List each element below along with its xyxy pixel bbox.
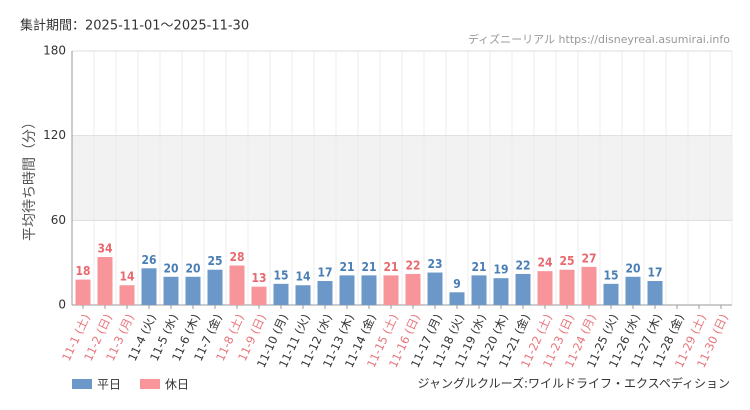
value-label: 25	[559, 254, 574, 268]
bar	[317, 281, 333, 305]
value-label: 20	[625, 261, 640, 275]
value-label: 14	[295, 270, 311, 284]
bar	[273, 283, 289, 305]
source: ディズニーリアル https://disneyreal.asumirai.inf…	[468, 32, 730, 46]
bar	[229, 265, 245, 305]
y-tick-label: 60	[51, 213, 66, 227]
legend-label: 休日	[165, 378, 189, 392]
bar	[361, 275, 377, 305]
footnote: ジャングルクルーズ:ワイルドライフ・エクスペディション	[418, 376, 730, 391]
bar	[295, 285, 311, 305]
bar	[119, 285, 135, 305]
value-label: 22	[515, 258, 530, 272]
bar	[581, 266, 597, 305]
value-label: 17	[647, 266, 662, 280]
y-axis-label: 平均待ち時間（分）	[22, 115, 38, 241]
bar	[207, 269, 223, 305]
value-label: 25	[207, 254, 222, 268]
value-label: 9	[453, 277, 461, 291]
value-label: 20	[185, 261, 200, 275]
bar	[515, 273, 531, 305]
bar	[625, 276, 641, 305]
chart-title: 集計期間：2025-11-01～2025-11-30	[20, 18, 249, 34]
bar	[559, 269, 575, 305]
bar	[471, 275, 487, 305]
bar	[185, 276, 201, 305]
value-label: 27	[581, 251, 596, 265]
value-label: 22	[405, 258, 420, 272]
bar	[603, 283, 619, 305]
value-label: 13	[251, 271, 266, 285]
bar	[383, 275, 399, 305]
bar	[339, 275, 355, 305]
bar	[493, 278, 509, 305]
value-label: 19	[493, 263, 508, 277]
value-label: 28	[229, 250, 244, 264]
value-label: 17	[317, 266, 332, 280]
value-label: 14	[119, 270, 135, 284]
bar	[251, 286, 267, 305]
value-label: 21	[361, 260, 376, 274]
bar	[427, 272, 443, 305]
value-label: 15	[603, 268, 618, 282]
value-label: 26	[141, 253, 156, 267]
legend-swatch	[140, 379, 160, 389]
value-label: 18	[75, 264, 90, 278]
bar	[405, 273, 421, 305]
value-label: 24	[537, 256, 553, 270]
legend-label: 平日	[97, 378, 121, 392]
value-label: 21	[339, 260, 354, 274]
bar	[647, 281, 663, 305]
value-label: 34	[97, 242, 113, 256]
value-label: 21	[471, 260, 486, 274]
value-label: 23	[427, 257, 442, 271]
y-tick-label: 120	[43, 128, 66, 142]
bar	[163, 276, 179, 305]
value-label: 20	[163, 261, 178, 275]
bar	[75, 279, 91, 305]
bar	[449, 292, 465, 305]
bar	[537, 271, 553, 305]
value-label: 21	[383, 260, 398, 274]
value-label: 15	[273, 268, 288, 282]
bar	[141, 268, 157, 305]
y-tick-label: 0	[58, 298, 66, 312]
bar	[97, 257, 113, 305]
y-tick-label: 180	[43, 44, 66, 58]
legend-swatch	[72, 379, 92, 389]
